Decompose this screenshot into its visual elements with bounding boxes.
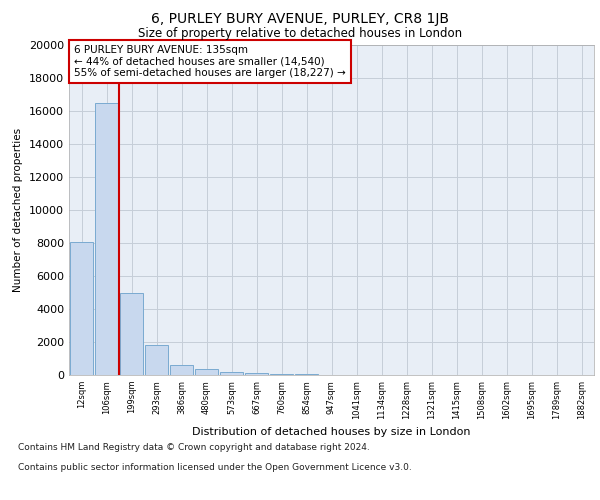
Bar	[70, 242, 94, 375]
Text: Contains public sector information licensed under the Open Government Licence v3: Contains public sector information licen…	[18, 462, 412, 471]
Bar	[220, 372, 244, 375]
Bar	[295, 374, 319, 375]
Bar	[95, 103, 118, 375]
Text: 6, PURLEY BURY AVENUE, PURLEY, CR8 1JB: 6, PURLEY BURY AVENUE, PURLEY, CR8 1JB	[151, 12, 449, 26]
Bar	[170, 365, 193, 375]
Bar	[119, 292, 143, 375]
Bar	[194, 368, 218, 375]
Bar	[145, 346, 169, 375]
X-axis label: Distribution of detached houses by size in London: Distribution of detached houses by size …	[192, 428, 471, 438]
Bar	[245, 373, 268, 375]
Text: Contains HM Land Registry data © Crown copyright and database right 2024.: Contains HM Land Registry data © Crown c…	[18, 442, 370, 452]
Text: 6 PURLEY BURY AVENUE: 135sqm
← 44% of detached houses are smaller (14,540)
55% o: 6 PURLEY BURY AVENUE: 135sqm ← 44% of de…	[74, 45, 346, 78]
Y-axis label: Number of detached properties: Number of detached properties	[13, 128, 23, 292]
Text: Size of property relative to detached houses in London: Size of property relative to detached ho…	[138, 28, 462, 40]
Bar	[269, 374, 293, 375]
